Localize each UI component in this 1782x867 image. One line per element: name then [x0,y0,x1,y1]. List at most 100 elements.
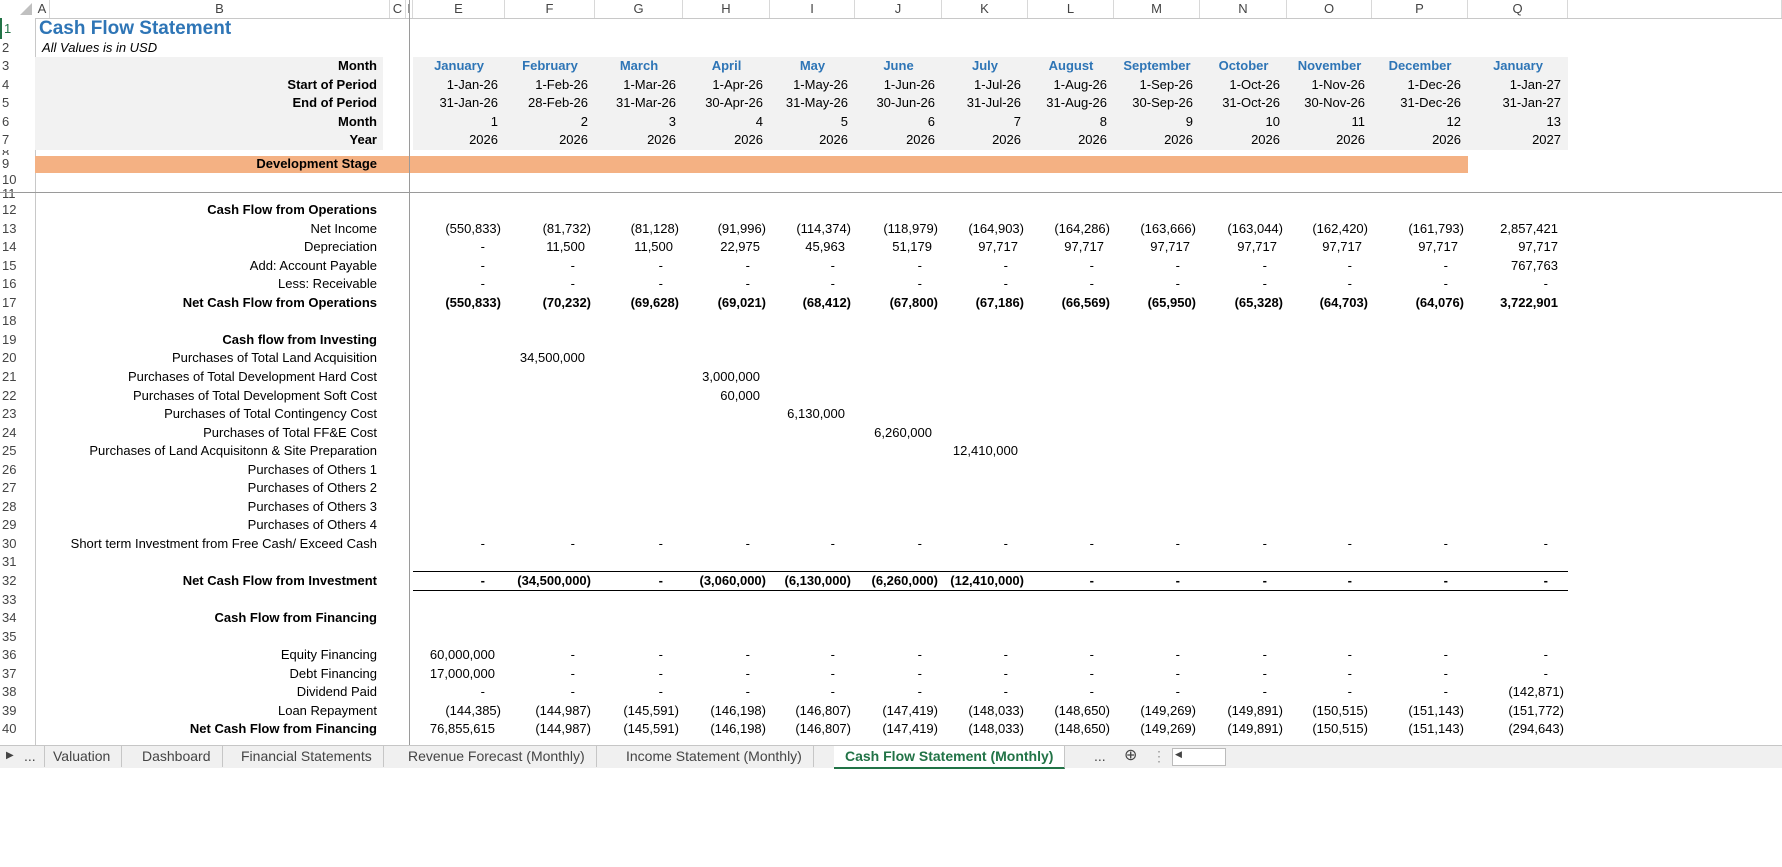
header-end-cell[interactable]: 30-Apr-26 [705,95,763,111]
value-cell[interactable]: - [570,665,575,681]
header-end-cell[interactable]: 30-Sep-26 [1132,95,1193,111]
value-cell[interactable]: - [658,276,663,292]
header-month-no-cell[interactable]: 12 [1446,113,1461,129]
value-cell[interactable]: - [480,573,485,588]
plus-circle-icon[interactable]: ⊕ [1124,747,1138,764]
header-month-no-cell[interactable]: 8 [1099,113,1107,129]
value-cell[interactable]: (151,143) [1408,721,1464,737]
value-cell[interactable]: 3,722,901 [1500,294,1558,310]
value-cell[interactable]: - [1443,257,1448,273]
value-cell[interactable]: - [830,276,835,292]
value-cell[interactable]: - [1089,665,1094,681]
value-cell[interactable]: (34,500,000) [517,573,591,588]
header-start-cell[interactable]: 1-Dec-26 [1407,76,1461,92]
value-cell[interactable]: - [658,665,663,681]
header-start-cell[interactable]: 1-May-26 [793,76,848,92]
value-cell[interactable]: - [480,684,485,700]
value-cell[interactable]: (65,328) [1234,294,1283,310]
value-cell[interactable]: (146,807) [795,702,851,718]
header-month-no-cell[interactable]: 1 [490,113,498,129]
header-start-cell[interactable]: 1-Jun-26 [883,76,935,92]
column-header[interactable]: A [35,0,50,18]
row-header[interactable]: 12 [2,202,17,217]
row-header[interactable]: 21 [2,368,17,384]
value-cell[interactable]: - [1003,684,1008,700]
value-cell[interactable]: - [745,684,750,700]
header-months-cell[interactable]: January [434,58,484,73]
value-cell[interactable]: - [1175,276,1180,292]
row-header[interactable]: 9 [2,156,10,171]
value-cell[interactable]: - [1175,535,1180,551]
header-months-cell[interactable]: December [1388,58,1452,73]
row-header[interactable]: 17 [2,294,17,310]
row-header[interactable]: 28 [2,498,17,514]
header-end-cell[interactable]: 31-Dec-26 [1400,95,1461,111]
value-cell[interactable]: - [1262,257,1267,273]
value-cell[interactable]: (294,643) [1508,721,1564,737]
header-end-cell[interactable]: 31-Jan-27 [1502,95,1561,111]
value-cell[interactable]: - [570,684,575,700]
row-header[interactable]: 25 [2,443,17,459]
value-cell[interactable]: (81,128) [630,220,679,236]
value-cell[interactable]: - [1089,535,1094,551]
value-cell[interactable]: (148,650) [1054,721,1110,737]
value-cell[interactable]: - [917,257,922,273]
header-end-cell[interactable]: 31-Jul-26 [966,95,1021,111]
value-cell[interactable]: 97,717 [1150,239,1190,255]
value-cell[interactable]: - [1089,647,1094,663]
value-cell[interactable]: - [1347,573,1352,588]
value-cell[interactable]: (151,143) [1408,702,1464,718]
header-start-cell[interactable]: 1-Mar-26 [623,76,676,92]
value-cell[interactable]: 45,963 [805,239,845,255]
value-cell[interactable]: (12,410,000) [950,573,1024,588]
tab-revenue-forecast[interactable]: Revenue Forecast (Monthly) [397,746,597,767]
header-end-cell[interactable]: 30-Nov-26 [1304,95,1365,111]
value-cell[interactable]: 97,717 [1322,239,1362,255]
value-cell[interactable]: 6,130,000 [787,406,845,422]
row-header[interactable]: 26 [2,461,17,477]
row-header[interactable]: 39 [2,702,17,718]
value-cell[interactable]: (118,979) [883,220,938,236]
value-cell[interactable]: - [1175,257,1180,273]
value-cell[interactable]: (64,703) [1319,294,1368,310]
value-cell[interactable]: - [1443,276,1448,292]
value-cell[interactable]: (6,260,000) [871,573,939,588]
header-end-cell[interactable]: 28-Feb-26 [528,95,588,111]
value-cell[interactable]: (145,591) [623,702,679,718]
value-cell[interactable]: - [917,665,922,681]
header-month-no-cell[interactable]: 9 [1185,113,1193,129]
row-header[interactable]: 40 [2,721,17,737]
header-year-cell[interactable]: 2026 [906,132,935,148]
column-header[interactable]: K [942,0,1028,18]
header-start-cell[interactable]: 1-Jul-26 [974,76,1021,92]
column-header[interactable]: B [50,0,390,18]
value-cell[interactable]: - [1347,276,1352,292]
value-cell[interactable]: (149,269) [1140,702,1196,718]
column-header[interactable]: L [1028,0,1114,18]
header-month-no-cell[interactable]: 5 [840,113,848,129]
value-cell[interactable]: - [1175,647,1180,663]
header-start-cell[interactable]: 1-Feb-26 [535,76,588,92]
value-cell[interactable]: (163,666) [1140,220,1196,236]
column-header[interactable]: P [1372,0,1468,18]
tab-cash-flow-statement[interactable]: Cash Flow Statement (Monthly) [834,746,1066,769]
value-cell[interactable]: (3,060,000) [699,573,767,588]
value-cell[interactable]: - [745,257,750,273]
value-cell[interactable]: - [1262,684,1267,700]
row-header[interactable]: 2 [2,40,10,55]
value-cell[interactable]: - [480,276,485,292]
column-header[interactable]: G [595,0,683,18]
value-cell[interactable]: - [480,257,485,273]
value-cell[interactable]: - [1443,535,1448,551]
value-cell[interactable]: (150,515) [1312,702,1368,718]
value-cell[interactable]: - [1543,276,1548,292]
header-year-cell[interactable]: 2026 [1432,132,1461,148]
header-months-cell[interactable]: February [522,58,578,73]
tab-income-statement[interactable]: Income Statement (Monthly) [615,746,814,767]
value-cell[interactable]: (164,286) [1054,220,1110,236]
header-start-cell[interactable]: 1-Jan-27 [1509,76,1561,92]
header-year-cell[interactable]: 2026 [469,132,498,148]
row-header[interactable]: 27 [2,480,17,496]
value-cell[interactable]: (69,628) [630,294,679,310]
column-header[interactable]: H [683,0,770,18]
